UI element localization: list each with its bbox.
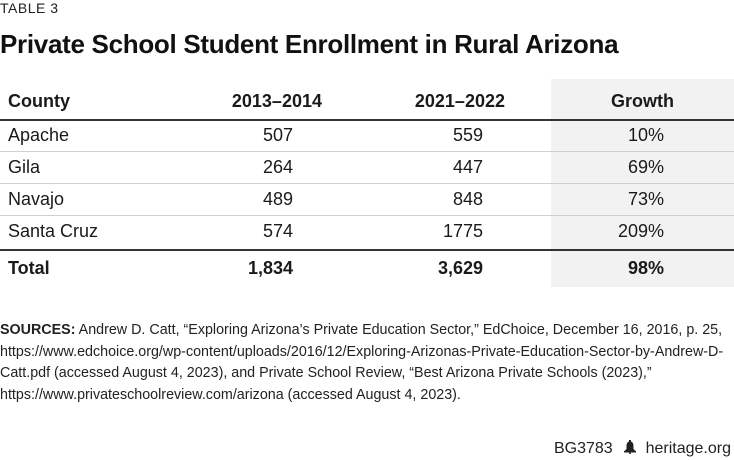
sources-text: Andrew D. Catt, “Exploring Arizona’s Pri… — [0, 322, 724, 403]
column-header-2021-2022: 2021–2022 — [414, 91, 505, 111]
column-header-2013-2014: 2013–2014 — [231, 91, 322, 111]
liberty-bell-icon — [624, 440, 637, 454]
enrollment-2013-cell: 264 — [262, 157, 293, 177]
enrollment-2021-cell: 447 — [452, 157, 483, 177]
growth-cell: 209% — [617, 221, 664, 241]
footer-code: BG3783 — [553, 440, 613, 457]
total-divider — [0, 249, 734, 251]
enrollment-2013-cell: 489 — [262, 189, 293, 209]
row-divider — [0, 151, 734, 152]
sources-label: SOURCES: — [0, 322, 76, 338]
row-divider — [0, 183, 734, 184]
growth-cell: 69% — [627, 157, 664, 177]
footer-site: heritage.org — [645, 440, 731, 457]
enrollment-2013-cell: 574 — [262, 221, 293, 241]
county-cell: Navajo — [8, 189, 65, 209]
county-cell: Apache — [8, 125, 70, 145]
column-header-county: County — [8, 91, 70, 111]
total-2013-cell: 1,834 — [247, 258, 293, 278]
growth-cell: 10% — [627, 125, 664, 145]
total-2021-cell: 3,629 — [437, 258, 483, 278]
footer: BG3783 heritage.org — [554, 440, 731, 458]
total-label: Total — [8, 258, 50, 278]
enrollment-2021-cell: 1775 — [442, 221, 483, 241]
header-divider — [0, 119, 734, 121]
growth-cell: 73% — [627, 189, 664, 209]
enrollment-2013-cell: 507 — [262, 125, 293, 145]
row-divider — [0, 215, 734, 216]
county-cell: Santa Cruz — [8, 221, 99, 241]
enrollment-2021-cell: 559 — [452, 125, 483, 145]
table-label: TABLE 3 — [0, 0, 59, 16]
sources-note: SOURCES: Andrew D. Catt, “Exploring Ariz… — [0, 320, 730, 406]
county-cell: Gila — [8, 157, 41, 177]
page-title: Private School Student Enrollment in Rur… — [0, 29, 619, 59]
enrollment-2021-cell: 848 — [452, 189, 483, 209]
total-growth-cell: 98% — [627, 258, 664, 278]
column-header-growth: Growth — [611, 91, 674, 111]
